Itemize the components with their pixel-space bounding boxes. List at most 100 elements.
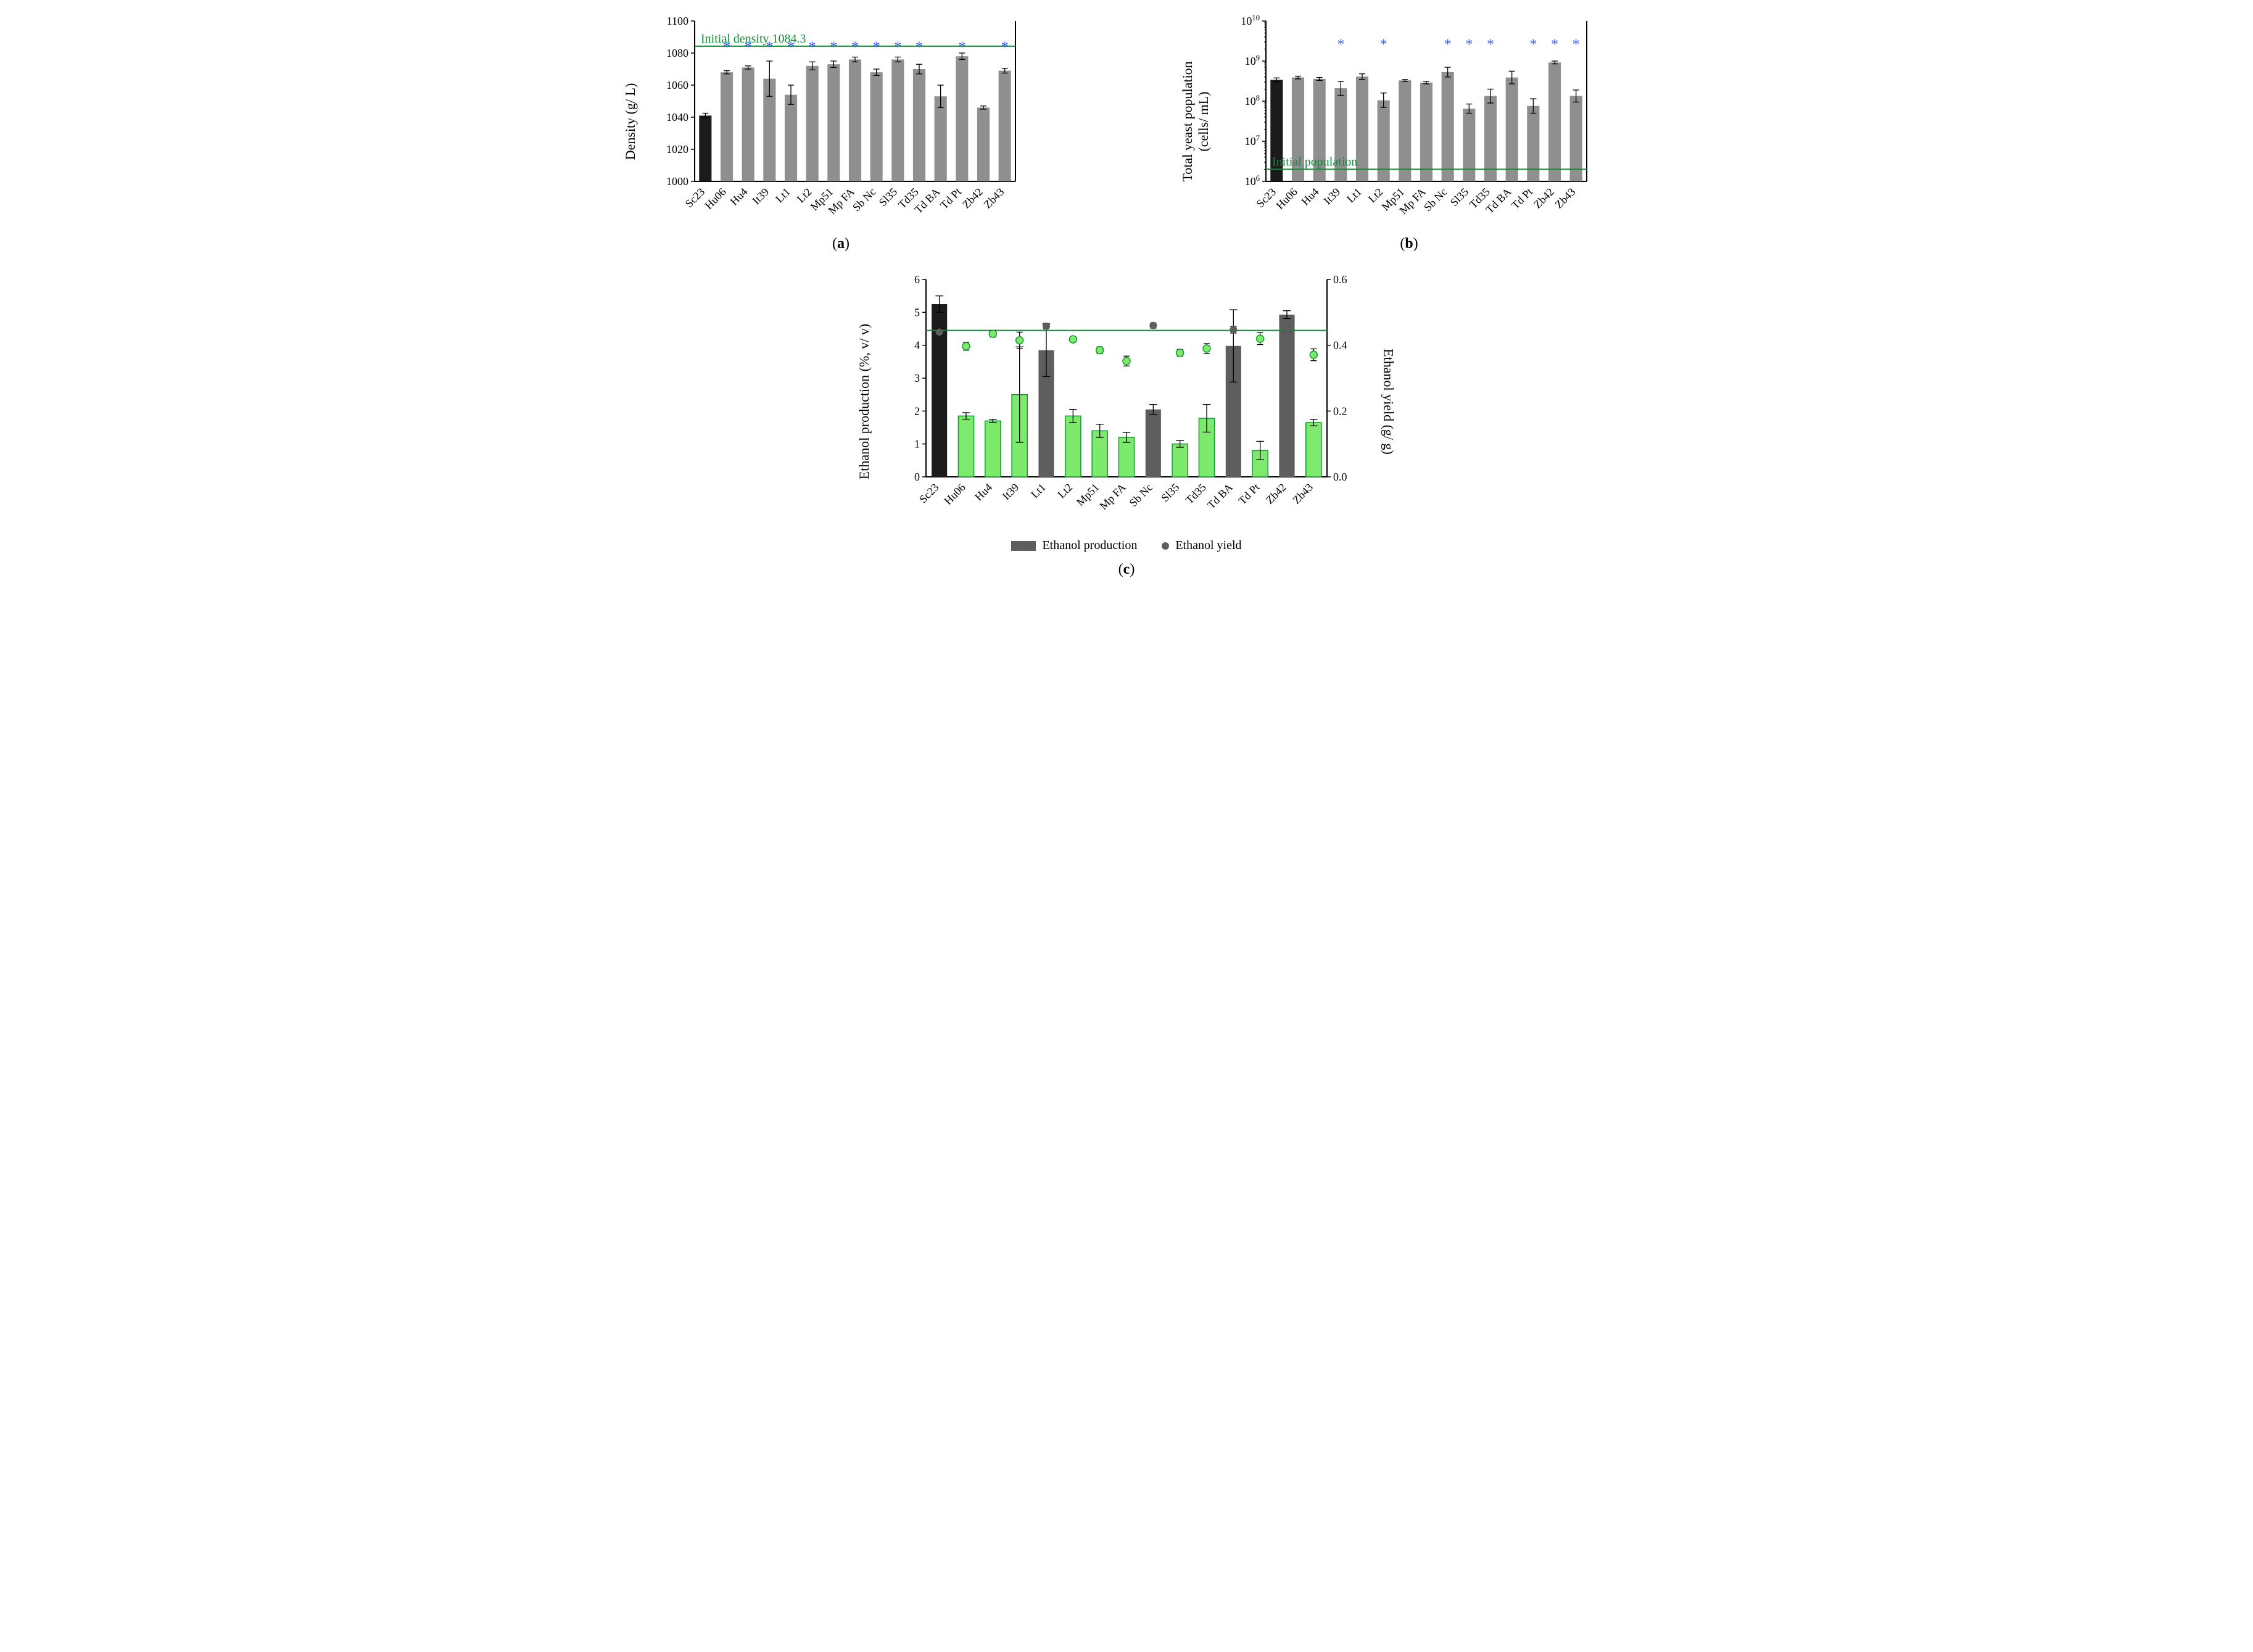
svg-text:Zb42: Zb42	[1531, 186, 1556, 211]
svg-text:Sl35: Sl35	[1448, 186, 1471, 209]
figure: Density (g/ L) 100010201040106010801100I…	[658, 12, 1595, 578]
legend-bar-label: Ethanol production	[1042, 539, 1137, 553]
svg-text:1100: 1100	[667, 15, 688, 27]
svg-text:109: 109	[1245, 54, 1260, 67]
svg-text:Zb42: Zb42	[1263, 481, 1289, 506]
svg-text:106: 106	[1245, 174, 1260, 188]
svg-text:Sb Nc: Sb Nc	[1127, 481, 1155, 510]
svg-text:Td Pt: Td Pt	[938, 186, 964, 212]
svg-text:Hu06: Hu06	[941, 481, 967, 507]
svg-text:1040: 1040	[666, 111, 688, 123]
svg-text:*: *	[873, 39, 880, 55]
panel-c: Ethanol production (%, v/ v) Ethanol yie…	[891, 271, 1362, 578]
svg-text:Mp FA: Mp FA	[1097, 481, 1128, 512]
svg-text:*: *	[1465, 36, 1473, 52]
chart-c-ytitle: Ethanol production (%, v/ v)	[856, 324, 872, 479]
chart-c-legend: Ethanol production Ethanol yield	[1011, 539, 1241, 553]
svg-text:*: *	[1444, 36, 1452, 52]
chart-a-svg: 100010201040106010801100Initial density …	[658, 12, 1024, 231]
svg-text:*: *	[809, 39, 816, 55]
legend-point-label: Ethanol yield	[1175, 539, 1241, 553]
svg-text:Zb43: Zb43	[1552, 186, 1577, 211]
svg-text:108: 108	[1245, 94, 1260, 107]
svg-text:*: *	[830, 39, 837, 55]
svg-text:6: 6	[914, 273, 920, 286]
chart-c-y2title: Ethanol yield (g/ g)	[1381, 349, 1397, 455]
svg-text:0.4: 0.4	[1333, 339, 1347, 352]
svg-text:Sl35: Sl35	[877, 186, 899, 209]
chart-a-box: Density (g/ L) 100010201040106010801100I…	[658, 12, 1024, 231]
chart-c-box: Ethanol production (%, v/ v) Ethanol yie…	[891, 271, 1362, 532]
panel-b: Total yeast population(cells/ mL) 106107…	[1223, 12, 1595, 252]
svg-text:*: *	[1573, 36, 1580, 52]
chart-a-ytitle: Density (g/ L)	[622, 83, 639, 160]
panel-c-label: (c)	[1118, 561, 1135, 578]
svg-text:Initial population: Initial population	[1272, 155, 1357, 168]
legend-bar-swatch	[1011, 541, 1036, 551]
svg-text:5: 5	[914, 306, 920, 318]
svg-text:It39: It39	[1321, 186, 1343, 207]
legend-point-dot	[1162, 542, 1169, 550]
svg-text:1000: 1000	[666, 175, 688, 188]
svg-text:Td Pt: Td Pt	[1236, 481, 1262, 507]
svg-text:Td Pt: Td Pt	[1509, 186, 1535, 212]
svg-text:*: *	[766, 39, 773, 55]
svg-text:*: *	[851, 39, 859, 55]
svg-text:Lt1: Lt1	[1344, 186, 1364, 205]
svg-text:0: 0	[914, 471, 920, 483]
svg-text:0.0: 0.0	[1333, 471, 1347, 483]
svg-text:Sc23: Sc23	[917, 481, 941, 506]
svg-text:*: *	[916, 39, 923, 55]
svg-text:1080: 1080	[666, 47, 688, 59]
svg-text:*: *	[1551, 36, 1558, 52]
svg-text:Zb42: Zb42	[960, 186, 985, 211]
svg-text:Hu06: Hu06	[1273, 186, 1299, 212]
svg-text:107: 107	[1245, 134, 1260, 147]
svg-text:*: *	[745, 39, 752, 55]
svg-text:Sl35: Sl35	[1159, 481, 1181, 504]
svg-text:3: 3	[914, 372, 920, 384]
panel-a-label: (a)	[832, 236, 850, 252]
svg-text:*: *	[1487, 36, 1494, 52]
svg-text:Hu4: Hu4	[1299, 186, 1321, 208]
svg-text:It39: It39	[750, 186, 772, 207]
svg-text:1010: 1010	[1241, 14, 1260, 27]
svg-text:*: *	[1001, 39, 1009, 55]
svg-text:*: *	[723, 39, 730, 55]
bottom-row: Ethanol production (%, v/ v) Ethanol yie…	[658, 271, 1595, 578]
svg-text:Hu4: Hu4	[972, 481, 994, 503]
legend-item-bar: Ethanol production	[1011, 539, 1137, 553]
svg-text:Td BA: Td BA	[1205, 481, 1235, 511]
chart-b-svg: 106 107 108 109 1010 * * * * * * * * Initial populati…	[1223, 12, 1595, 231]
svg-text:2: 2	[914, 405, 920, 417]
chart-b-box: Total yeast population(cells/ mL) 106107…	[1223, 12, 1595, 231]
svg-text:Sc23: Sc23	[1254, 186, 1279, 210]
svg-text:Hu06: Hu06	[702, 186, 728, 212]
top-row: Density (g/ L) 100010201040106010801100I…	[658, 12, 1595, 252]
svg-text:Lt1: Lt1	[1028, 481, 1048, 501]
panel-a: Density (g/ L) 100010201040106010801100I…	[658, 12, 1024, 252]
svg-text:*: *	[1380, 36, 1387, 52]
panel-b-label: (b)	[1400, 236, 1418, 252]
svg-text:0.2: 0.2	[1333, 405, 1347, 417]
svg-text:Hu4: Hu4	[727, 186, 750, 208]
svg-text:0.6: 0.6	[1333, 273, 1347, 286]
svg-text:It39: It39	[1000, 481, 1022, 503]
svg-text:4: 4	[914, 339, 920, 352]
svg-text:1020: 1020	[666, 143, 688, 155]
svg-text:*: *	[1529, 36, 1537, 52]
svg-text:*: *	[787, 39, 795, 55]
chart-c-svg: 01234560.00.20.40.6Sc23Hu06Hu4It39Lt1Lt2…	[891, 271, 1362, 532]
svg-text:1: 1	[914, 438, 920, 450]
svg-text:Sb Nc: Sb Nc	[1421, 186, 1450, 214]
svg-text:Lt1: Lt1	[773, 186, 793, 205]
svg-text:*: *	[1337, 36, 1344, 52]
svg-text:Zb43: Zb43	[981, 186, 1006, 211]
svg-text:Zb43: Zb43	[1290, 481, 1315, 506]
svg-text:Sc23: Sc23	[683, 186, 708, 210]
svg-text:*: *	[894, 39, 901, 55]
svg-text:*: *	[958, 39, 965, 55]
chart-b-ytitle: Total yeast population(cells/ mL)	[1180, 61, 1212, 181]
svg-text:Sb Nc: Sb Nc	[850, 186, 878, 214]
legend-item-point: Ethanol yield	[1162, 539, 1241, 553]
